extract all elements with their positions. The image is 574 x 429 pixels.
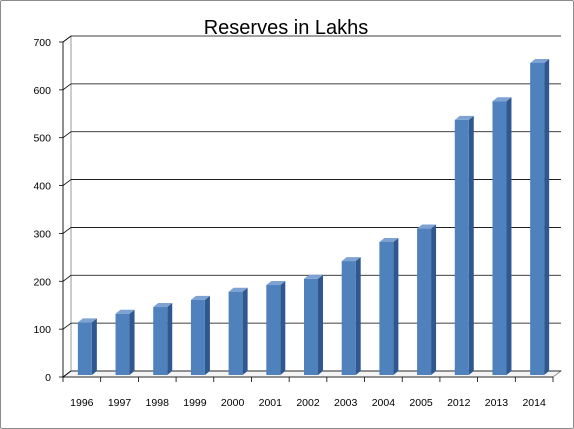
- x-tick-label: 1998: [146, 397, 170, 409]
- bar-2000: [228, 287, 248, 375]
- bar-top: [190, 295, 210, 300]
- x-tick-label: 2002: [296, 397, 320, 409]
- bar-side: [129, 309, 135, 375]
- gridline-side: [62, 35, 72, 43]
- chart-title: Reserves in Lakhs: [204, 17, 369, 39]
- bar-top: [454, 115, 474, 120]
- x-tick-label: 1997: [108, 397, 132, 409]
- bar-1996: [77, 318, 97, 375]
- bar-front: [341, 261, 356, 375]
- x-tick-label: 2001: [259, 397, 283, 409]
- bar-top: [379, 237, 399, 242]
- gridline-side: [62, 370, 72, 378]
- bar-top: [492, 97, 512, 102]
- bar-2012: [454, 115, 474, 376]
- gridline-side: [62, 83, 72, 91]
- bar-front: [153, 307, 168, 375]
- x-tick-label: 2000: [221, 397, 245, 409]
- y-tick-label: 300: [33, 228, 51, 240]
- gridline-side: [62, 227, 72, 234]
- bar-front: [77, 322, 92, 375]
- x-axis: 1996 1997 1998 1999 2000 2001 2002 2003 2004 2005…: [62, 376, 554, 409]
- bar-top: [77, 318, 97, 323]
- bar-front: [492, 101, 507, 375]
- bar-side: [506, 97, 512, 375]
- y-tick-label: 400: [33, 181, 51, 193]
- bar-top: [266, 281, 286, 286]
- bar-top: [530, 58, 550, 63]
- bar-front: [304, 278, 318, 375]
- bar-front: [379, 241, 394, 375]
- bar-side: [468, 115, 474, 376]
- bars: [77, 58, 550, 376]
- x-tick-label: 2005: [409, 397, 433, 409]
- bar-side: [280, 281, 286, 375]
- y-tick-label: 700: [33, 37, 51, 49]
- bar-front: [417, 228, 432, 375]
- x-tick-label: 2004: [372, 397, 396, 409]
- x-tick-label: 1999: [183, 397, 207, 409]
- bar-2002: [304, 274, 323, 375]
- y-tick-label: 100: [33, 324, 51, 336]
- y-tick-label: 0: [45, 372, 51, 384]
- bar-top: [304, 274, 323, 279]
- bar-side: [431, 224, 437, 375]
- bar-top: [341, 257, 361, 262]
- bar-1999: [190, 295, 210, 375]
- gridline-side: [62, 131, 72, 139]
- bar-1997: [115, 309, 135, 375]
- x-tick-label: 2003: [334, 397, 358, 409]
- gridline-side: [62, 274, 72, 282]
- bar-side: [91, 318, 97, 375]
- y-tick-label: 500: [33, 133, 51, 145]
- y-tick-label: 200: [33, 276, 51, 288]
- gridline-side: [62, 179, 72, 186]
- bar-2013: [492, 97, 512, 375]
- bar-front: [530, 62, 545, 375]
- bar-top: [228, 287, 248, 292]
- gridline-side: [62, 322, 72, 330]
- y-axis: 0 100 200 300 400 500 600 700: [33, 37, 64, 384]
- bar-2004: [379, 237, 399, 375]
- bar-front: [115, 313, 130, 375]
- bar-2003: [341, 257, 361, 375]
- bar-front: [454, 119, 469, 376]
- bar-top: [115, 309, 135, 314]
- bar-front: [228, 291, 243, 375]
- bar-side: [242, 287, 248, 375]
- bar-front: [266, 285, 281, 375]
- x-tick-label: 2013: [485, 397, 509, 409]
- x-tick-label: 2014: [522, 397, 546, 409]
- bar-top: [153, 303, 173, 308]
- bar-front: [190, 299, 205, 375]
- bar-2001: [266, 281, 286, 375]
- bar-2014: [530, 58, 550, 375]
- bar-top: [417, 224, 437, 229]
- x-tick-label: 2012: [447, 397, 471, 409]
- bar-side: [393, 237, 399, 375]
- bar-side: [204, 295, 210, 375]
- y-tick-label: 600: [33, 85, 51, 97]
- bar-side: [167, 303, 173, 375]
- bar-side: [544, 58, 550, 375]
- bar-side: [355, 257, 361, 375]
- bar-1998: [153, 303, 173, 375]
- x-tick-label: 1996: [70, 397, 94, 409]
- bar-side: [318, 274, 323, 375]
- bar-2005: [417, 224, 437, 375]
